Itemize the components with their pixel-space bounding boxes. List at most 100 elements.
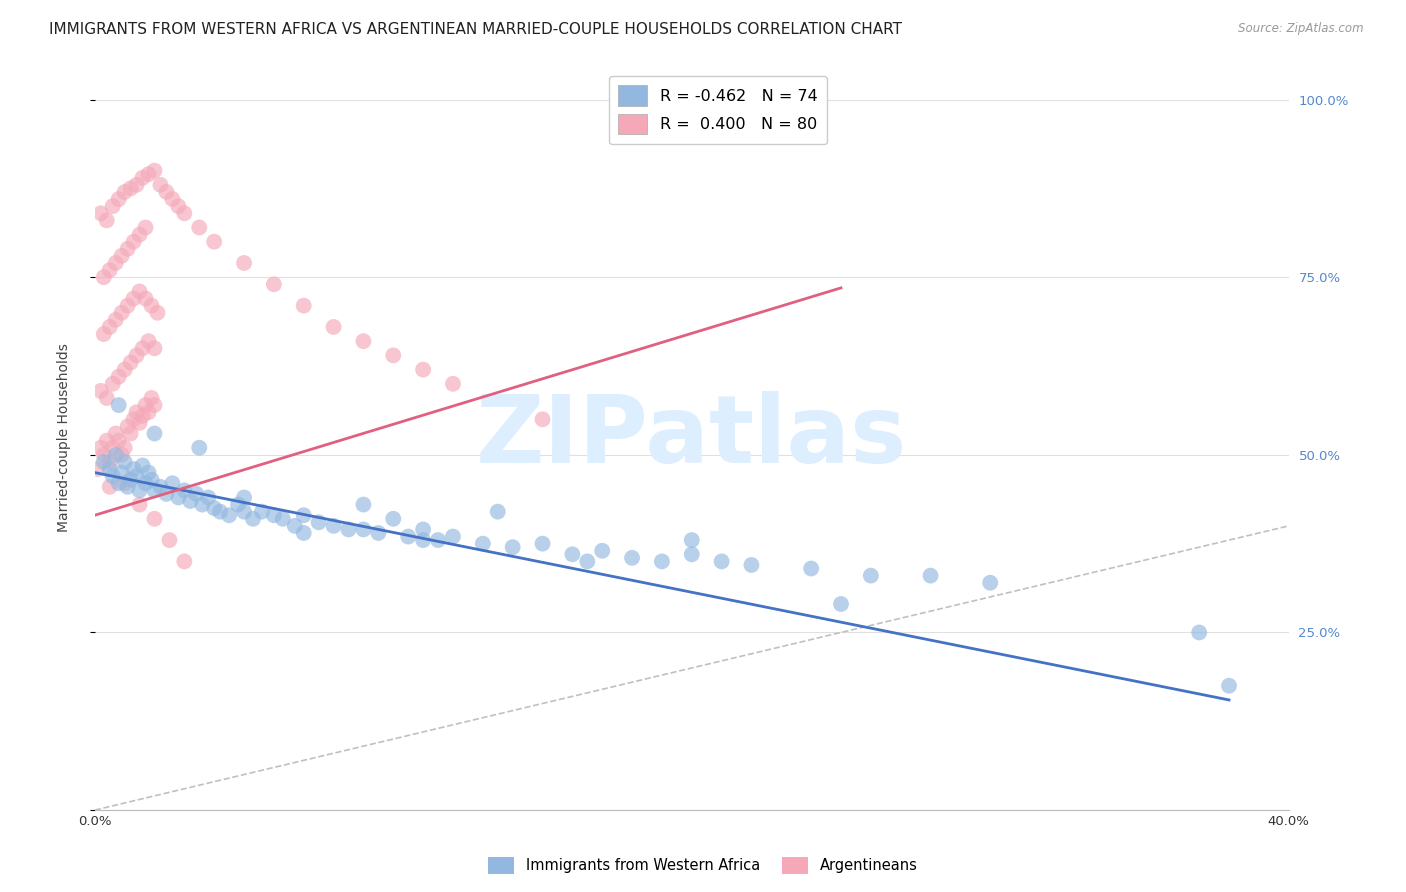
Point (96, 213, 118, 227)
Point (131, 170, 153, 185)
Point (800, 561, 823, 575)
Point (107, 369, 129, 384)
Point (681, 547, 703, 561)
Point (155, 185, 177, 199)
Point (120, 181, 142, 195)
Point (188, 441, 211, 455)
Point (441, 376, 464, 391)
Point (233, 256, 256, 270)
Point (162, 192, 184, 206)
Point (107, 398, 129, 412)
Point (920, 568, 942, 582)
Point (284, 519, 307, 533)
Point (101, 441, 124, 455)
Point (308, 516, 330, 530)
Point (149, 480, 172, 494)
Y-axis label: Married-couple Households: Married-couple Households (58, 343, 72, 532)
Point (122, 462, 145, 476)
Point (96, 434, 118, 448)
Point (162, 476, 184, 491)
Point (122, 412, 145, 426)
Point (101, 469, 124, 483)
Point (111, 249, 134, 263)
Point (292, 508, 315, 523)
Text: IMMIGRANTS FROM WESTERN AFRICA VS ARGENTINEAN MARRIED-COUPLE HOUSEHOLDS CORRELAT: IMMIGRANTS FROM WESTERN AFRICA VS ARGENT… (49, 22, 903, 37)
Point (173, 206, 195, 220)
Point (427, 533, 450, 547)
Point (576, 554, 599, 568)
Point (114, 362, 136, 376)
Point (135, 220, 157, 235)
Point (292, 299, 315, 313)
Point (122, 292, 145, 306)
Point (114, 455, 136, 469)
Point (143, 163, 166, 178)
Point (143, 398, 166, 412)
Point (143, 426, 166, 441)
Point (382, 512, 405, 526)
Point (352, 334, 374, 348)
Point (98, 480, 121, 494)
Point (250, 505, 273, 519)
Point (242, 512, 264, 526)
Point (382, 348, 405, 362)
Point (191, 498, 214, 512)
Point (337, 523, 360, 537)
Point (107, 476, 129, 491)
Point (117, 480, 139, 494)
Point (561, 547, 583, 561)
Point (157, 533, 180, 547)
Point (138, 334, 160, 348)
Point (128, 285, 150, 299)
Point (173, 554, 195, 568)
Point (486, 505, 509, 519)
Point (125, 469, 148, 483)
Point (710, 554, 733, 568)
Point (122, 235, 145, 249)
Point (98, 462, 121, 476)
Point (591, 543, 613, 558)
Point (128, 498, 150, 512)
Point (979, 575, 1001, 590)
Point (149, 178, 172, 192)
Point (271, 512, 294, 526)
Point (135, 476, 157, 491)
Point (111, 448, 134, 462)
Point (131, 458, 153, 473)
Point (98, 263, 121, 277)
Point (263, 277, 285, 292)
Point (179, 494, 201, 508)
Point (412, 533, 434, 547)
Point (120, 426, 142, 441)
Point (111, 306, 134, 320)
Point (117, 419, 139, 434)
Point (412, 362, 434, 376)
Point (188, 220, 211, 235)
Point (111, 466, 134, 480)
Point (233, 491, 256, 505)
Point (101, 199, 124, 213)
Point (138, 405, 160, 419)
Point (226, 498, 249, 512)
Point (114, 476, 136, 491)
Point (93, 455, 115, 469)
Point (128, 483, 150, 498)
Point (117, 299, 139, 313)
Point (141, 299, 163, 313)
Point (651, 554, 673, 568)
Point (352, 523, 374, 537)
Point (90, 441, 112, 455)
Point (128, 416, 150, 430)
Point (104, 313, 127, 327)
Point (412, 523, 434, 537)
Point (104, 448, 127, 462)
Text: Source: ZipAtlas.com: Source: ZipAtlas.com (1239, 22, 1364, 36)
Point (502, 540, 524, 554)
Point (114, 185, 136, 199)
Point (233, 505, 256, 519)
Point (322, 519, 344, 533)
Point (143, 483, 166, 498)
Point (107, 192, 129, 206)
Text: ZIPatlas: ZIPatlas (477, 391, 907, 483)
Point (138, 167, 160, 181)
